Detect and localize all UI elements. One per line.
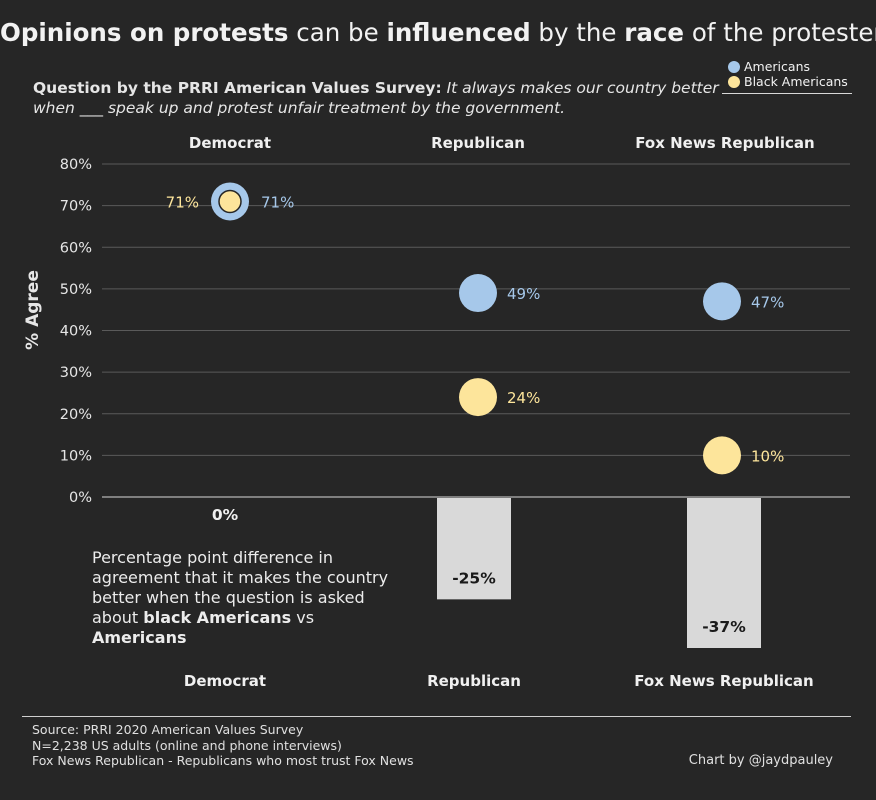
y-tick-0: 0%: [69, 490, 92, 506]
difference-label-republican: -25%: [452, 569, 496, 587]
difference-note: Percentage point difference in agreement…: [92, 548, 389, 647]
y-tick-80: 80%: [60, 157, 92, 173]
y-tick-30: 30%: [60, 365, 92, 381]
source-text: Source: PRRI 2020 American Values Survey: [32, 722, 304, 737]
y-tick-50: 50%: [60, 282, 92, 298]
point-americans-fox-news-republican: [703, 282, 741, 321]
label-black-americans-democrat: 71%: [166, 193, 199, 211]
label-americans-republican: 49%: [507, 285, 540, 303]
y-tick-60: 60%: [60, 240, 92, 256]
footer-source: Source: PRRI 2020 American Values Survey…: [32, 722, 414, 769]
legend-item-black-americans: Black Americans: [722, 74, 852, 89]
label-black-americans-fox-news-republican: 10%: [751, 447, 784, 465]
y-tick-70: 70%: [60, 199, 92, 215]
legend-underline: [722, 93, 852, 94]
bottom-category-fox-news-republican: Fox News Republican: [634, 672, 813, 690]
definition-text: Fox News Republican - Republicans who mo…: [32, 753, 414, 768]
legend-label-americans: Americans: [744, 59, 810, 74]
difference-bar-fox-news-republican: [687, 498, 761, 648]
legend-swatch-black-americans: [728, 75, 740, 88]
legend-item-americans: Americans: [722, 59, 852, 74]
column-header-republican: Republican: [431, 134, 525, 152]
point-americans-republican: [459, 274, 497, 313]
y-axis-label: % Agree: [23, 270, 43, 350]
difference-label-democrat: 0%: [212, 506, 239, 524]
label-americans-democrat: 71%: [261, 193, 294, 211]
y-tick-10: 10%: [60, 448, 92, 464]
chart-credit: Chart by @jaydpauley: [688, 753, 833, 768]
difference-label-fox-news-republican: -37%: [702, 618, 746, 636]
legend-swatch-americans: [728, 60, 740, 73]
bottom-category-republican: Republican: [427, 672, 521, 690]
label-black-americans-republican: 24%: [507, 389, 540, 407]
footer-divider: [22, 716, 851, 717]
legend: Americans Black Americans: [722, 59, 852, 94]
label-americans-fox-news-republican: 47%: [751, 293, 784, 311]
difference-bar-republican: [437, 498, 511, 600]
point-black-americans-democrat: [218, 189, 242, 214]
chart-title: Opinions on protests can be influenced b…: [0, 18, 876, 47]
y-tick-40: 40%: [60, 324, 92, 340]
point-black-americans-republican: [459, 378, 497, 417]
column-header-fox-news-republican: Fox News Republican: [635, 134, 814, 152]
point-black-americans-fox-news-republican: [703, 436, 741, 475]
sample-text: N=2,238 US adults (online and phone inte…: [32, 737, 342, 753]
y-tick-20: 20%: [60, 407, 92, 423]
column-header-democrat: Democrat: [189, 134, 271, 152]
legend-label-black-americans: Black Americans: [744, 74, 848, 89]
chart-subtitle: Question by the PRRI American Values Sur…: [33, 79, 719, 117]
bottom-category-democrat: Democrat: [184, 672, 266, 690]
